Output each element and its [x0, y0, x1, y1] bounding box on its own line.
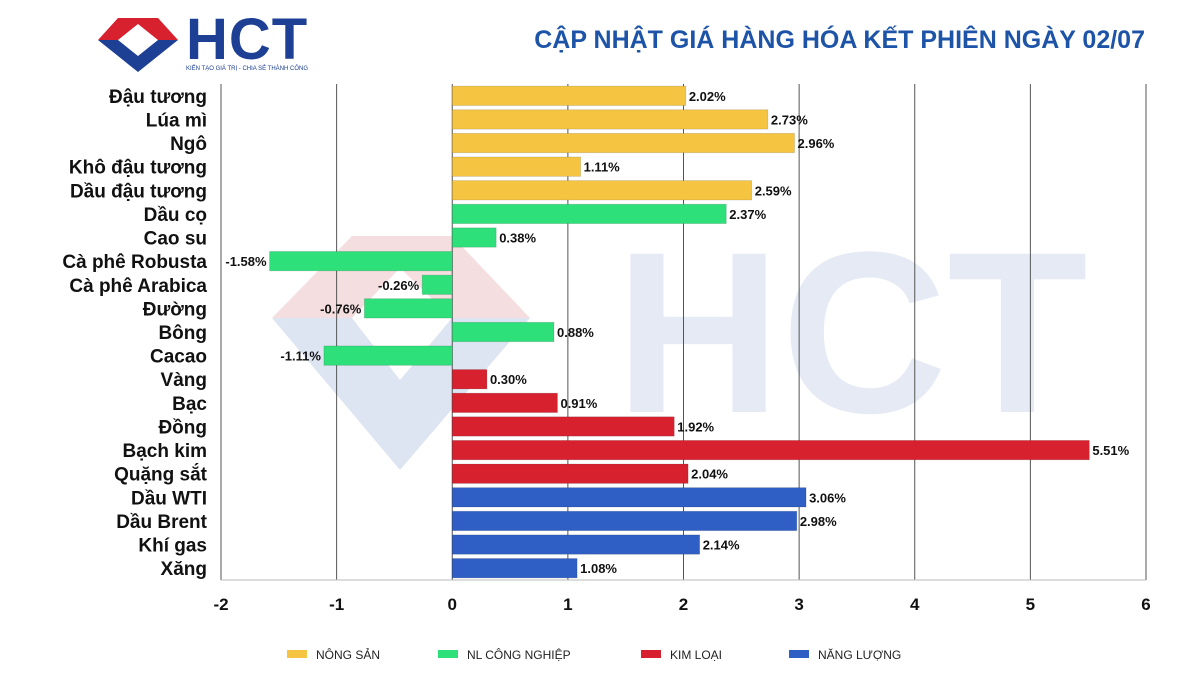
data-label: 1.92%	[677, 419, 714, 434]
data-label: 1.11%	[584, 160, 621, 175]
data-label: 3.06%	[809, 490, 846, 505]
bar	[451, 392, 558, 413]
data-label: 0.88%	[557, 325, 594, 340]
data-label: 0.30%	[490, 372, 527, 387]
category-label: Dầu Brent	[116, 512, 207, 533]
data-label: 2.04%	[691, 467, 728, 482]
data-label: -1.58%	[225, 254, 267, 269]
data-label: 0.91%	[560, 396, 597, 411]
category-label: Bạc	[172, 394, 207, 415]
bar	[269, 251, 453, 272]
logo-tagline: KIẾN TẠO GIÁ TRỊ - CHIA SẺ THÀNH CÔNG	[186, 66, 309, 72]
bar	[451, 132, 795, 154]
data-label: 2.59%	[755, 183, 792, 198]
data-label: -1.11%	[280, 349, 321, 364]
legend-label: NĂNG LƯỢNG	[818, 647, 901, 662]
category-label: Đường	[143, 299, 207, 320]
category-label: Khô đậu tương	[69, 158, 207, 179]
data-label: 2.73%	[771, 112, 808, 127]
data-label: -0.26%	[378, 278, 420, 293]
bar	[451, 156, 581, 177]
legend-swatch	[287, 650, 307, 658]
category-label: Đồng	[158, 417, 207, 438]
data-label: -0.76%	[320, 301, 362, 316]
category-label: Quặng sắt	[114, 464, 208, 486]
data-label: 2.98%	[800, 514, 837, 529]
legend-label: KIM LOẠI	[670, 648, 722, 662]
data-label: 2.14%	[703, 538, 740, 553]
x-tick-label: 4	[910, 595, 920, 614]
x-tick-label: 2	[679, 595, 688, 614]
legend-label: NÔNG SẢN	[316, 647, 380, 662]
x-tick-label: 1	[563, 595, 572, 614]
bar	[451, 203, 727, 224]
data-label: 0.38%	[499, 231, 536, 246]
bar	[451, 85, 687, 106]
category-label: Ngô	[170, 134, 207, 155]
logo-text: HCT	[186, 7, 309, 72]
bar	[421, 274, 453, 295]
bar	[451, 534, 701, 555]
category-label: Xăng	[161, 559, 207, 580]
legend-swatch	[438, 650, 458, 658]
page-title: CẬP NHẬT GIÁ HÀNG HÓA KẾT PHIÊN NGÀY 02/…	[534, 26, 1145, 54]
category-label: Dầu đậu tương	[70, 181, 207, 202]
legend-swatch	[789, 650, 809, 658]
category-label: Dầu cọ	[144, 205, 207, 226]
category-label: Đậu tương	[109, 87, 207, 108]
brand-logo: HCT KIẾN TẠO GIÁ TRỊ - CHIA SẺ THÀNH CÔN…	[96, 7, 316, 74]
category-label: Cao su	[144, 229, 207, 250]
data-label: 5.51%	[1092, 443, 1129, 458]
bar	[451, 510, 798, 532]
category-label: Cà phê Arabica	[69, 276, 207, 297]
data-label: 1.08%	[580, 561, 617, 576]
bar	[451, 109, 769, 130]
legend-label: NL CÔNG NGHIỆP	[467, 647, 571, 662]
legend-swatch	[641, 650, 661, 658]
category-label: Bông	[158, 323, 207, 344]
category-label: Cà phê Robusta	[62, 252, 207, 273]
category-label: Khí gas	[138, 536, 207, 557]
bar	[323, 345, 453, 366]
x-tick-label: 3	[794, 595, 803, 614]
hct-diamond-icon	[98, 18, 178, 72]
category-label: Bạch kim	[123, 441, 207, 462]
data-label: 2.37%	[729, 207, 766, 222]
category-label: Lúa mì	[146, 110, 207, 131]
bar	[451, 558, 578, 579]
bar	[451, 180, 753, 201]
x-tick-label: -2	[213, 595, 228, 614]
category-label: Vàng	[161, 370, 207, 391]
category-label: Cacao	[150, 347, 207, 368]
bar	[451, 369, 488, 390]
bar	[451, 227, 497, 248]
bar	[451, 416, 675, 437]
x-tick-label: 5	[1026, 595, 1035, 614]
bar	[451, 440, 1090, 461]
x-tick-label: 6	[1141, 595, 1150, 614]
bar	[363, 298, 453, 319]
data-label: 2.96%	[798, 136, 835, 151]
x-tick-label: -1	[329, 595, 344, 614]
bar	[451, 321, 555, 343]
x-tick-label: 0	[448, 595, 457, 614]
category-label: Dầu WTI	[131, 488, 207, 509]
bar	[451, 463, 689, 484]
bar	[451, 487, 807, 508]
data-label: 2.02%	[689, 89, 726, 104]
